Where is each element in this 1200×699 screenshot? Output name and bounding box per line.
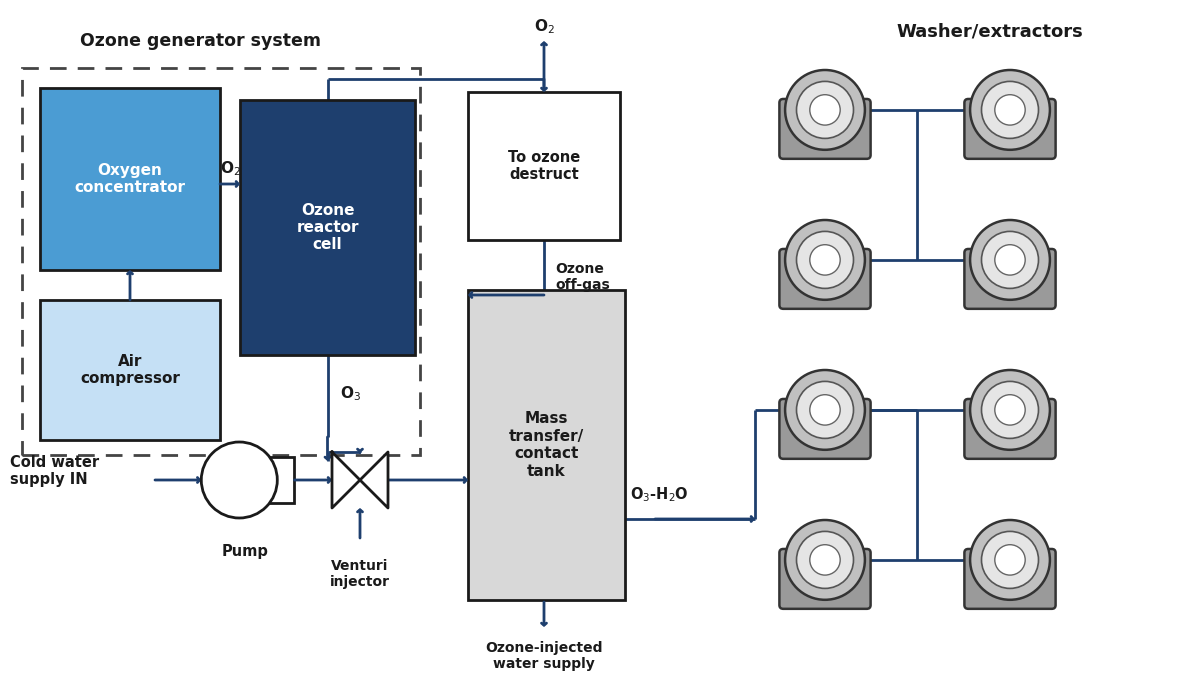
Text: Washer/extractors: Washer/extractors: [896, 22, 1084, 40]
Circle shape: [982, 231, 1038, 289]
Circle shape: [797, 531, 853, 589]
Text: To ozone
destruct: To ozone destruct: [508, 150, 580, 182]
Circle shape: [982, 81, 1038, 138]
Circle shape: [202, 442, 277, 518]
Circle shape: [970, 370, 1050, 449]
FancyBboxPatch shape: [780, 249, 870, 309]
FancyBboxPatch shape: [780, 549, 870, 609]
Circle shape: [810, 245, 840, 275]
Circle shape: [810, 395, 840, 425]
Text: Ozone
off-gas: Ozone off-gas: [554, 262, 610, 292]
Circle shape: [970, 520, 1050, 600]
Circle shape: [797, 81, 853, 138]
Circle shape: [995, 395, 1025, 425]
Circle shape: [785, 220, 865, 300]
Circle shape: [995, 545, 1025, 575]
Circle shape: [785, 370, 865, 449]
Circle shape: [982, 531, 1038, 589]
Text: Oxygen
concentrator: Oxygen concentrator: [74, 163, 186, 195]
Text: O$_2$: O$_2$: [534, 17, 554, 36]
Circle shape: [785, 70, 865, 150]
FancyBboxPatch shape: [965, 399, 1056, 459]
Circle shape: [810, 545, 840, 575]
FancyBboxPatch shape: [780, 399, 870, 459]
Bar: [22, 68, 420, 455]
Polygon shape: [332, 452, 388, 508]
Text: Ozone generator system: Ozone generator system: [79, 32, 320, 50]
Bar: [468, 92, 620, 240]
FancyBboxPatch shape: [965, 249, 1056, 309]
Bar: [266, 457, 294, 503]
Text: Pump: Pump: [222, 544, 269, 559]
Circle shape: [797, 382, 853, 438]
Text: Venturi
injector: Venturi injector: [330, 559, 390, 589]
Circle shape: [810, 94, 840, 125]
Text: O$_3$: O$_3$: [340, 384, 361, 403]
Circle shape: [785, 520, 865, 600]
Circle shape: [970, 70, 1050, 150]
Bar: [240, 100, 415, 355]
Text: Ozone
reactor
cell: Ozone reactor cell: [296, 203, 359, 252]
Circle shape: [995, 245, 1025, 275]
Text: Ozone-injected
water supply: Ozone-injected water supply: [485, 641, 602, 671]
Bar: [468, 290, 625, 600]
Text: O$_2$: O$_2$: [220, 159, 240, 178]
Text: Cold water
supply IN: Cold water supply IN: [10, 455, 100, 487]
FancyBboxPatch shape: [780, 99, 870, 159]
Bar: [40, 300, 220, 440]
Text: Air
compressor: Air compressor: [80, 354, 180, 387]
Text: Mass
transfer/
contact
tank: Mass transfer/ contact tank: [509, 412, 584, 479]
FancyBboxPatch shape: [965, 99, 1056, 159]
Circle shape: [982, 382, 1038, 438]
Circle shape: [970, 220, 1050, 300]
Text: O$_3$-H$_2$O: O$_3$-H$_2$O: [630, 485, 689, 504]
Circle shape: [797, 231, 853, 289]
Bar: [40, 88, 220, 270]
FancyBboxPatch shape: [965, 549, 1056, 609]
Circle shape: [995, 94, 1025, 125]
